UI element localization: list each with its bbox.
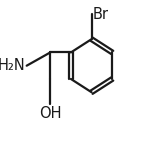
- Text: Br: Br: [93, 7, 109, 22]
- Text: OH: OH: [39, 106, 62, 121]
- Text: H₂N: H₂N: [0, 58, 25, 73]
